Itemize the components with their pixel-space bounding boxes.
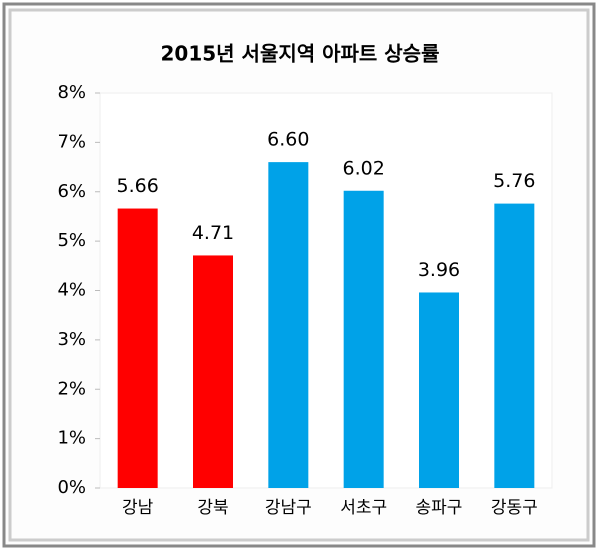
data-label: 3.96 xyxy=(418,259,460,281)
bar xyxy=(193,255,233,488)
y-tick-label: 7% xyxy=(57,131,86,152)
y-tick-label: 0% xyxy=(57,477,86,498)
data-label: 6.02 xyxy=(343,157,385,179)
x-tick-label: 강남 xyxy=(122,498,154,518)
y-tick-label: 8% xyxy=(57,82,86,103)
y-tick-label: 2% xyxy=(57,378,86,399)
bar xyxy=(268,162,309,488)
x-tick-label: 서초구 xyxy=(340,498,387,518)
x-tick-label: 강남구 xyxy=(265,498,312,518)
x-tick-label: 송파구 xyxy=(416,498,463,518)
plot-area xyxy=(99,92,553,489)
bar xyxy=(343,190,384,488)
x-tick-label: 강동구 xyxy=(491,498,538,518)
chart-frame-inner xyxy=(8,8,590,542)
data-label: 6.60 xyxy=(267,129,309,151)
chart-title: 2015년 서울지역 아파트 상승률 xyxy=(161,42,440,66)
data-label: 5.76 xyxy=(493,170,535,192)
y-tick-label: 6% xyxy=(57,181,86,202)
data-label: 5.66 xyxy=(117,175,159,197)
y-tick-label: 5% xyxy=(57,230,86,251)
y-tick-label: 4% xyxy=(57,280,86,301)
bar xyxy=(494,203,535,488)
y-tick-label: 3% xyxy=(57,329,86,350)
x-tick-label: 강북 xyxy=(197,498,228,518)
bar xyxy=(419,292,459,488)
data-label: 4.71 xyxy=(192,222,234,244)
bar xyxy=(117,208,158,488)
y-tick-label: 1% xyxy=(57,428,86,449)
